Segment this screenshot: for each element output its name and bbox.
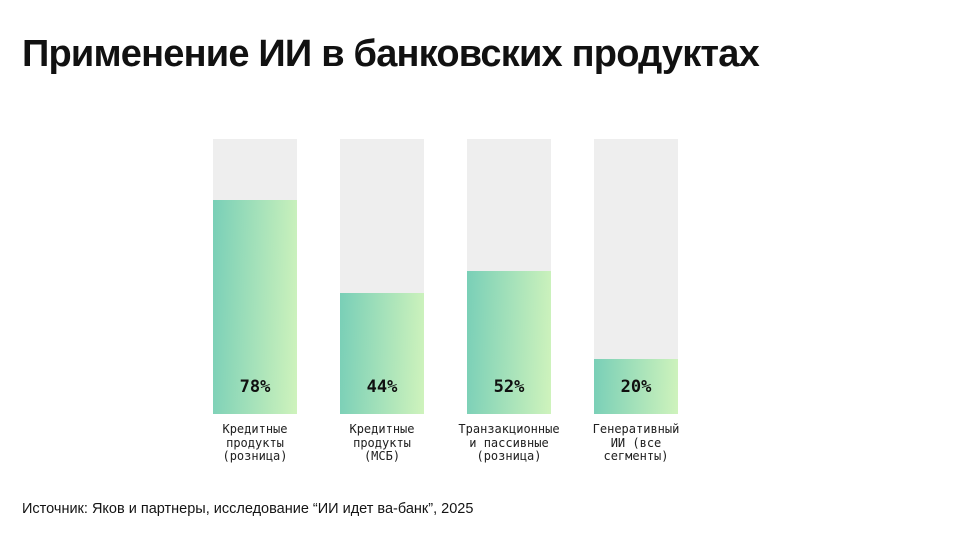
bar-column: 52% Транзакционные и пассивные (розница) (458, 139, 560, 464)
source-note: Источник: Яков и партнеры, исследование … (22, 501, 474, 517)
bar-fill (594, 359, 678, 414)
bar-fill (467, 271, 551, 414)
bar-column: 20% Генеративный ИИ (все сегменты) (593, 139, 679, 464)
bar-track: 78% (213, 139, 297, 414)
bar-category-label: Кредитные продукты (розница) (222, 422, 288, 463)
bar-value-label: 52% (493, 377, 525, 397)
bar-value-label: 20% (620, 377, 652, 397)
bar-value-label: 78% (239, 377, 271, 397)
bar-track: 52% (467, 139, 551, 414)
bar-chart: 78% Кредитные продукты (розница) 44% Кре… (213, 139, 679, 464)
bar-category-label: Генеративный ИИ (все сегменты) (592, 422, 680, 463)
page-title: Применение ИИ в банковских продуктах (22, 33, 760, 75)
bar-column: 78% Кредитные продукты (розница) (213, 139, 297, 464)
bar-fill (213, 199, 297, 414)
bar-category-label: Транзакционные и пассивные (розница) (458, 422, 560, 463)
bar-value-label: 44% (366, 377, 398, 397)
bar-track: 20% (594, 139, 678, 414)
bar-category-label: Кредитные продукты (МСБ) (349, 422, 415, 463)
bar-column: 44% Кредитные продукты (МСБ) (340, 139, 424, 464)
bar-track: 44% (340, 139, 424, 414)
bar-fill (340, 293, 424, 414)
